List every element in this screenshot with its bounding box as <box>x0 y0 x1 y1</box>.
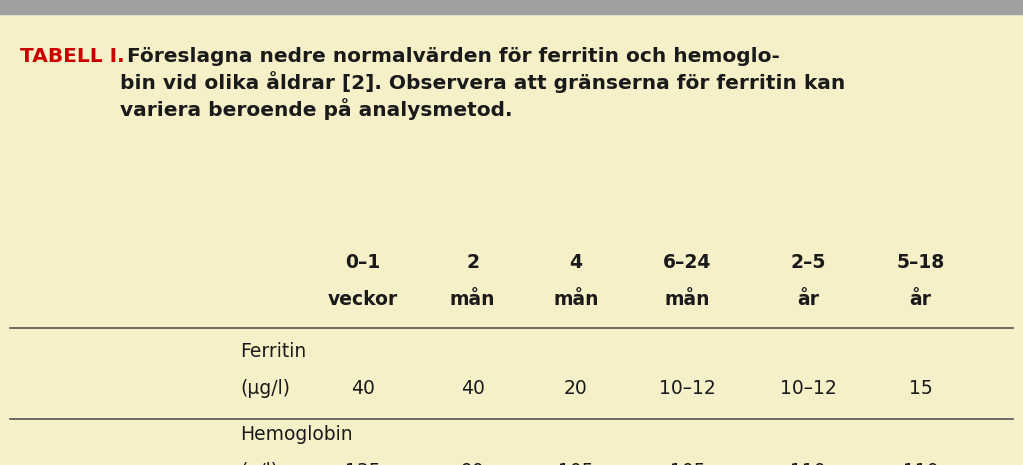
Text: 110: 110 <box>903 463 938 465</box>
Text: 40: 40 <box>351 379 375 398</box>
Text: (µg/l): (µg/l) <box>240 379 291 398</box>
Text: veckor: veckor <box>328 291 398 309</box>
Text: mån: mån <box>450 291 495 309</box>
Text: 105: 105 <box>559 463 593 465</box>
Text: mån: mån <box>665 291 710 309</box>
Text: 2–5: 2–5 <box>791 253 826 272</box>
Text: 135: 135 <box>346 463 381 465</box>
Text: TABELL I.: TABELL I. <box>20 46 125 66</box>
Text: år: år <box>909 291 932 309</box>
Text: 10–12: 10–12 <box>659 379 716 398</box>
Text: år: år <box>797 291 819 309</box>
Text: Ferritin: Ferritin <box>240 342 307 360</box>
Text: 4: 4 <box>570 253 582 272</box>
Text: 2: 2 <box>466 253 479 272</box>
Text: 0–1: 0–1 <box>346 253 381 272</box>
Text: Hemoglobin: Hemoglobin <box>240 425 353 444</box>
Text: 20: 20 <box>564 379 588 398</box>
Text: 110: 110 <box>791 463 826 465</box>
Text: 5–18: 5–18 <box>896 253 945 272</box>
Text: 90: 90 <box>460 463 485 465</box>
Bar <box>0 0 1023 14</box>
Text: 15: 15 <box>908 379 933 398</box>
Text: 105: 105 <box>670 463 705 465</box>
Text: 6–24: 6–24 <box>663 253 712 272</box>
Text: (g/l): (g/l) <box>240 463 278 465</box>
Text: 40: 40 <box>460 379 485 398</box>
Text: mån: mån <box>553 291 598 309</box>
Text: 10–12: 10–12 <box>780 379 837 398</box>
Text: Föreslagna nedre normalvärden för ferritin och hemoglo-
bin vid olika åldrar [2]: Föreslagna nedre normalvärden för ferrit… <box>120 46 845 120</box>
